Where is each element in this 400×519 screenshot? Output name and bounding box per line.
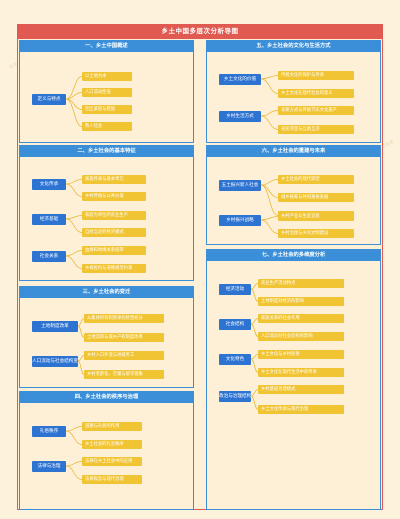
section-heading: 七、乡土社会的多维度分析 [207, 250, 380, 261]
category-node: 文化传承 [32, 178, 66, 190]
leaf-node: 乡土文化传承与现代治理 [258, 405, 344, 414]
leaf-node: 熟人社会 [82, 122, 132, 131]
leaf-node: 农业生产活动特点 [258, 279, 344, 288]
category-node: 政治与治理结构 [219, 390, 251, 402]
leaf-node: 传统文化的保护与传承 [278, 71, 354, 80]
leaf-node: 人口流动对社会结构的影响 [258, 332, 344, 341]
leaf-node: 以土地为本 [82, 72, 132, 81]
leaf-node: 农民邻里与互助互济 [278, 125, 354, 134]
section-heading: 三、乡土社会的变迁 [20, 287, 193, 298]
category-node: 经济基础 [32, 213, 66, 225]
leaf-node: 乡规民约与道德规范约束 [82, 264, 146, 273]
leaf-node: 土地制度对经济的影响 [258, 297, 344, 306]
leaf-node: 乡村传统与公共价值 [82, 192, 146, 201]
leaf-node: 乡土社会的现代转型 [278, 175, 354, 184]
leaf-node: 乡村治理与乡风文明建设 [278, 229, 354, 238]
category-node: 五土振兴新人社会 [219, 179, 261, 191]
section-heading: 二、乡土社会的基本特征 [20, 146, 193, 157]
leaf-node: 乡村基层治理模式 [258, 385, 344, 394]
leaf-node: 乡土文化在现代社会的意义 [278, 89, 354, 98]
leaf-node: 道德与礼俗的作用 [82, 422, 142, 431]
leaf-node: 乡土文化与乡村民俗 [258, 350, 344, 359]
section-heading: 四、乡土社会的秩序与治理 [20, 392, 193, 403]
mindmap-title: 乡土中国多层次分析导图 [17, 24, 383, 39]
leaf-node: 土地流转与城乡产权制度改革 [84, 333, 164, 342]
leaf-node: 血缘和地缘关系纽带 [82, 246, 146, 255]
category-node: 乡土文化的价值 [219, 73, 261, 85]
category-node: 定义与特点 [32, 93, 66, 105]
leaf-node: 乡土社会的礼治秩序 [82, 440, 142, 449]
leaf-node: 人口流动性低 [82, 88, 132, 97]
section-heading: 六、乡土社会的重建与未来 [207, 146, 380, 157]
leaf-node: 家族传承与基本单元 [82, 175, 146, 184]
section-heading: 五、乡土社会的文化与生活方式 [207, 41, 380, 52]
leaf-node: 乡村产业与生态宜居 [278, 212, 354, 221]
category-node: 文化特色 [219, 353, 251, 365]
category-node: 经济活动 [219, 283, 251, 295]
leaf-node: 家庭为单位的农业生产 [82, 211, 146, 220]
leaf-node: 社区紧密与稳固 [82, 105, 132, 114]
category-node: 人口流动与社会结构变化 [32, 355, 78, 367]
category-node: 乡村生活方式 [219, 110, 261, 122]
leaf-node: 家族关系的社会作用 [258, 314, 344, 323]
leaf-node: 法律在乡土社会中的应用 [82, 457, 142, 466]
leaf-node: 法律观念与现代治理 [82, 475, 142, 484]
leaf-node: 乡村人口外流与进城务工 [84, 351, 164, 360]
leaf-node: 乡村老龄化、空巢与留守现象 [84, 370, 164, 379]
category-node: 社会结构 [219, 318, 251, 330]
leaf-node: 乡土文化在现代生活中的传承 [258, 368, 344, 377]
leaf-node: 农耕方式与传统节庆文化遗产 [278, 106, 354, 115]
leaf-node: 城乡统筹与共同富裕发展 [278, 193, 354, 202]
category-node: 礼俗秩序 [32, 425, 66, 437]
section-heading: 一、乡土中国概述 [20, 41, 193, 52]
leaf-node: 从集体所有制到承包经营权分 [84, 314, 164, 323]
category-node: 乡村振兴战略 [219, 214, 261, 226]
category-node: 社会关系 [32, 250, 66, 262]
category-node: 法律与治理 [32, 460, 66, 472]
category-node: 土地制度改革 [32, 320, 78, 332]
leaf-node: 自给自足的经济模式 [82, 228, 146, 237]
section-4: 四、乡土社会的秩序与治理 [19, 391, 194, 510]
